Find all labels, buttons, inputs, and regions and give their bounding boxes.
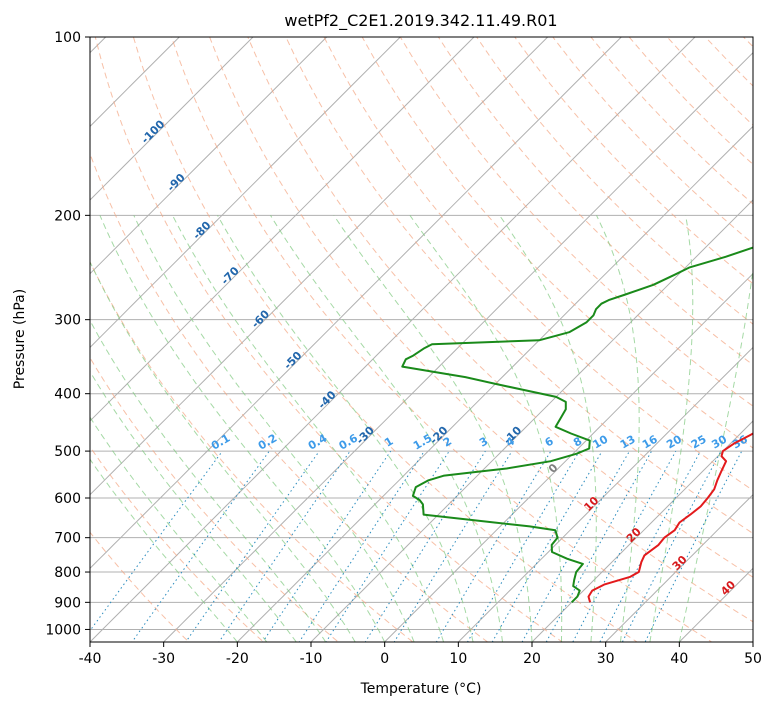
mixing-ratio-line: [644, 450, 743, 642]
isotherm-line: [383, 272, 753, 642]
mixing-ratio-line: [218, 450, 351, 642]
dry-adiabat-line: [90, 356, 339, 642]
gridlines: [90, 37, 753, 642]
x-tick-label: 20: [523, 651, 541, 667]
isotherm-line: [236, 125, 753, 642]
isotherm-line: [531, 420, 753, 642]
moist-adiabat-line: [90, 260, 356, 642]
moist-adiabat-line: [90, 319, 327, 642]
mixing-ratio-line: [599, 450, 701, 642]
isotherm-line: [90, 37, 401, 349]
moist-adiabat-line: [270, 215, 503, 642]
dry-adiabat-line: [323, 37, 753, 491]
isotherm-line: [310, 199, 753, 642]
dry-adiabat-line: [514, 37, 753, 285]
chart-title: wetPf2_C2E1.2019.342.11.49.R01: [284, 11, 557, 31]
mixing-ratio-line: [521, 450, 630, 642]
y-tick-label: 200: [54, 208, 81, 224]
isotherm-line: [604, 493, 753, 642]
x-tick-label: 0: [380, 651, 389, 667]
dry-adiabat-line: [90, 446, 265, 642]
x-axis: -40 -30 -20 -10 0 10 20 30 40 50: [79, 642, 762, 667]
moist-adiabat-line: [333, 215, 533, 642]
mixing-ratio-line: [90, 450, 223, 632]
dry-adiabats: [90, 37, 753, 642]
isotherm-line: [162, 51, 753, 642]
mixing-ratio-line: [491, 450, 603, 642]
moist-adiabat-line: [499, 215, 597, 642]
dry-adiabat-line: [361, 37, 753, 449]
moist-adiabat-line: [678, 265, 753, 642]
moist-adiabat-line: [596, 215, 640, 642]
mixing-ratio-line: [572, 450, 677, 642]
isotherm-line: [90, 37, 696, 642]
dry-adiabat-line: [90, 152, 489, 642]
isotherm-line: [678, 567, 753, 642]
moist-adiabat-line: [172, 215, 445, 642]
moist-adiabat-line: [409, 215, 563, 642]
x-tick-label: 10: [449, 651, 467, 667]
x-tick-label: -40: [79, 651, 102, 667]
x-tick-label: -10: [300, 651, 323, 667]
dry-adiabat-line: [94, 37, 564, 642]
mixing-ratio-line: [393, 450, 513, 642]
dewpoint-trace: [401, 246, 753, 604]
isotherm-line: [90, 37, 475, 422]
y-axis: 1000 900 800 700 600 500 400 300 200 100: [45, 30, 90, 638]
moist-adiabat-line: [649, 215, 694, 642]
dry-adiabat-line: [476, 37, 753, 325]
isotherm-line: [90, 37, 549, 496]
dry-adiabat-line: [209, 37, 753, 623]
mixing-ratio-line: [621, 450, 722, 642]
mixing-ratio-line: [185, 450, 320, 642]
x-tick-label: -20: [226, 651, 249, 667]
y-tick-label: 700: [54, 531, 81, 547]
moist-adiabat-line: [133, 215, 415, 642]
moist-adiabat-line: [90, 458, 238, 642]
y-tick-label: 900: [54, 595, 81, 611]
x-tick-label: 40: [670, 651, 688, 667]
moist-adiabat-line: [90, 370, 297, 642]
y-tick-label: 400: [54, 387, 81, 403]
moist-adiabat-line: [90, 416, 268, 642]
mixing-ratio-line: [466, 450, 580, 642]
dry-adiabat-line: [132, 37, 638, 642]
x-tick-label: -30: [152, 651, 175, 667]
dry-adiabat-line: [90, 531, 190, 642]
isotherm-line: [90, 37, 622, 570]
sounding-traces: [401, 246, 753, 604]
dry-adiabat-line: [170, 37, 713, 642]
y-tick-label: 500: [54, 444, 81, 460]
isotherm-line: [457, 346, 753, 642]
mixing-ratio-line: [435, 450, 552, 642]
dry-adiabat-line: [247, 37, 753, 578]
y-tick-label: 600: [54, 491, 81, 507]
y-axis-label: Pressure (hPa): [12, 289, 28, 389]
moist-adiabat-line: [99, 215, 386, 642]
x-tick-label: 50: [744, 651, 762, 667]
plot-frame: [89, 36, 754, 643]
mixing-ratio-line: [325, 450, 450, 642]
mixing-ratio-line: [545, 450, 653, 642]
temperature-trace: [587, 432, 753, 603]
x-axis-label: Temperature (°C): [360, 681, 482, 697]
y-tick-label: 800: [54, 565, 81, 581]
y-tick-label: 1000: [45, 622, 81, 638]
mixing-ratio-lines: [90, 450, 743, 642]
y-tick-label: 300: [54, 313, 81, 329]
plot-area: -100-90-80-70-60-50-40-30 -20 -10010203040…: [90, 37, 753, 642]
dry-adiabat-line: [285, 37, 753, 535]
y-tick-label: 100: [54, 30, 81, 46]
x-tick-label: 30: [597, 651, 615, 667]
